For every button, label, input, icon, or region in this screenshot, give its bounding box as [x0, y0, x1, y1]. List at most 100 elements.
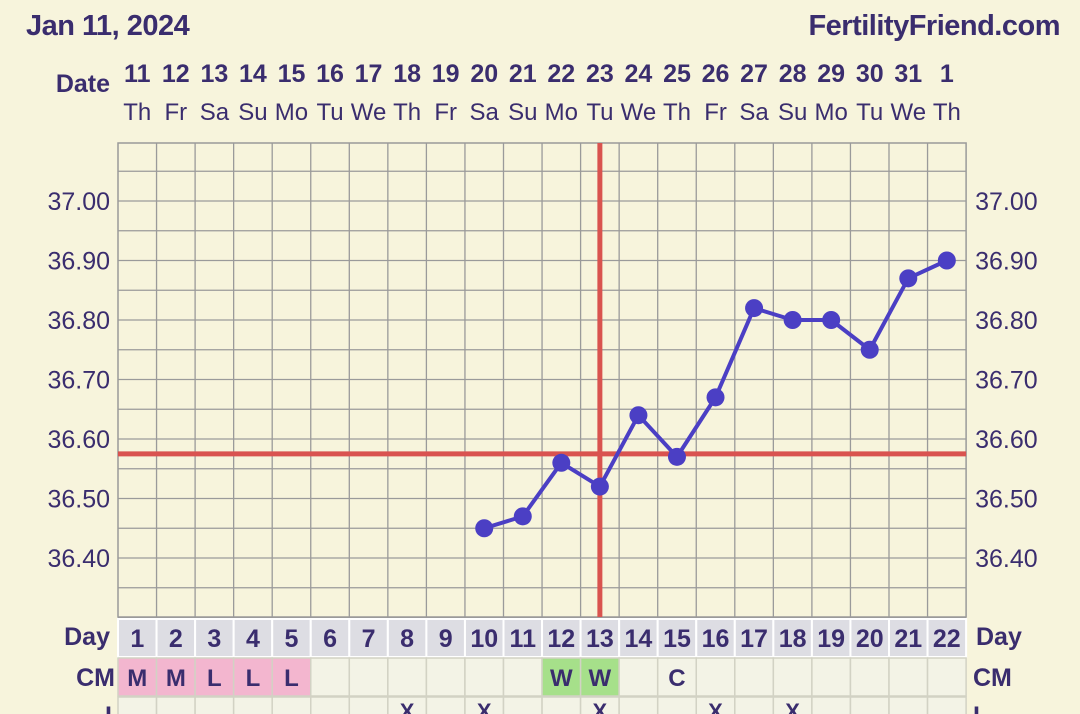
weekday-label: Tu — [316, 99, 343, 126]
y-tick-label-left: 36.60 — [47, 426, 110, 454]
cycle-day-cell — [155, 618, 197, 658]
cycle-day-cell — [117, 618, 158, 658]
cycle-day-label: 9 — [439, 625, 453, 653]
y-tick-label-left: 36.40 — [47, 545, 110, 573]
cycle-day-label: 3 — [207, 625, 221, 653]
cm-value: M — [166, 665, 186, 692]
y-tick-label-left: 36.50 — [47, 486, 110, 514]
cm-cell — [117, 657, 158, 697]
bottom-row-label: I — [105, 702, 112, 714]
y-tick-label-left: 36.90 — [47, 248, 110, 276]
cm-cell — [811, 657, 852, 697]
cm-cell — [425, 657, 466, 697]
date-label: 22 — [547, 60, 575, 88]
cycle-day-cell — [386, 618, 428, 658]
cm-cell — [849, 657, 890, 697]
weekday-label: We — [621, 99, 657, 126]
cycle-day-label: 15 — [663, 625, 691, 653]
bottom-row-mark: X — [593, 699, 608, 714]
cycle-day-label: 16 — [702, 625, 730, 653]
cycle-day-cell — [888, 618, 929, 658]
plot-grid — [117, 142, 967, 619]
cm-value: W — [550, 665, 573, 692]
temperature-point — [783, 311, 802, 329]
y-tick-label-left: 36.70 — [47, 367, 110, 395]
date-label: 19 — [432, 60, 460, 88]
weekday-label: We — [890, 99, 926, 126]
cycle-day-cell — [772, 618, 813, 658]
temperature-series — [475, 251, 956, 538]
temperature-point — [590, 477, 609, 496]
bottom-row-mark: X — [785, 699, 800, 714]
weekday-label: Tu — [586, 99, 613, 126]
weekday-label: Su — [778, 99, 807, 126]
bottom-row-cell — [888, 696, 929, 714]
weekday-label: We — [351, 99, 387, 126]
cm-cell — [695, 657, 736, 697]
cm-value: W — [589, 665, 612, 692]
weekday-label: Th — [123, 99, 151, 126]
cm-cell — [348, 657, 389, 697]
cycle-day-cell — [271, 618, 312, 658]
cm-cell — [194, 657, 235, 697]
cm-cell — [310, 657, 351, 697]
cycle-day-cell — [348, 618, 389, 658]
temperature-point — [937, 251, 956, 270]
temperature-point — [899, 269, 918, 288]
cm-value: L — [284, 665, 299, 692]
date-label: 31 — [894, 60, 922, 88]
cycle-day-label: 10 — [470, 625, 498, 653]
weekday-label: Th — [933, 99, 961, 126]
cycle-day-cell — [926, 618, 968, 658]
cycle-day-cell — [425, 618, 466, 658]
bottom-row-cell — [155, 696, 196, 714]
weekday-label: Sa — [200, 99, 230, 126]
date-label: 24 — [625, 60, 653, 88]
date-label: 29 — [817, 60, 845, 88]
cm-value: M — [127, 665, 147, 692]
date-label: 25 — [663, 60, 691, 88]
y-tick-label-right: 36.50 — [975, 486, 1038, 514]
weekday-label: Su — [508, 99, 537, 126]
cycle-day-label: 7 — [362, 625, 376, 653]
cycle-day-cell — [810, 618, 852, 658]
bottom-row-label-right: I — [973, 702, 980, 714]
cycle-day-label: 12 — [547, 625, 575, 653]
weekday-label: Mo — [275, 99, 308, 126]
y-tick-label-left: 37.00 — [47, 188, 110, 216]
cycle-day-label: 2 — [169, 625, 183, 653]
cycle-day-label: 4 — [246, 625, 260, 653]
chart-text-layer: 37.00 37.00 36.90 36.90 36.80 36.80 36.70 36.70… — [47, 60, 1038, 714]
y-tick-label-right: 36.60 — [975, 426, 1038, 454]
y-tick-label-right: 37.00 — [975, 188, 1038, 216]
weekday-label: Tu — [856, 99, 883, 126]
bottom-row-cell — [618, 696, 659, 714]
date-label: 13 — [200, 60, 228, 88]
temperature-point — [513, 507, 532, 526]
bottom-row-cell — [811, 696, 852, 714]
bottom-row-cell — [425, 696, 466, 714]
coverline-layer — [118, 143, 967, 617]
chart-date: Jan 11, 2024 — [26, 10, 190, 42]
bottom-row-cell — [232, 696, 273, 714]
date-label: 16 — [316, 60, 344, 88]
date-row-label: Date — [56, 70, 110, 98]
bottom-row-cell — [734, 696, 775, 714]
bottom-row-cell — [348, 696, 389, 714]
date-label: 20 — [470, 60, 498, 88]
cm-cell — [618, 657, 659, 697]
cm-value: C — [668, 665, 685, 692]
cycle-day-label: 20 — [856, 625, 884, 653]
weekday-label: Fr — [434, 99, 457, 126]
site-name: FertilityFriend.com — [808, 10, 1060, 42]
cm-cell — [888, 657, 929, 697]
temperature-point — [822, 311, 841, 329]
cm-row-label-right: CM — [973, 664, 1012, 692]
cycle-day-label: 18 — [779, 625, 807, 653]
bottom-row-cell — [541, 696, 582, 714]
date-label: 11 — [124, 60, 151, 88]
cycle-day-label: 17 — [740, 625, 768, 653]
cm-cell — [734, 657, 775, 697]
cycle-day-cell — [695, 618, 736, 658]
